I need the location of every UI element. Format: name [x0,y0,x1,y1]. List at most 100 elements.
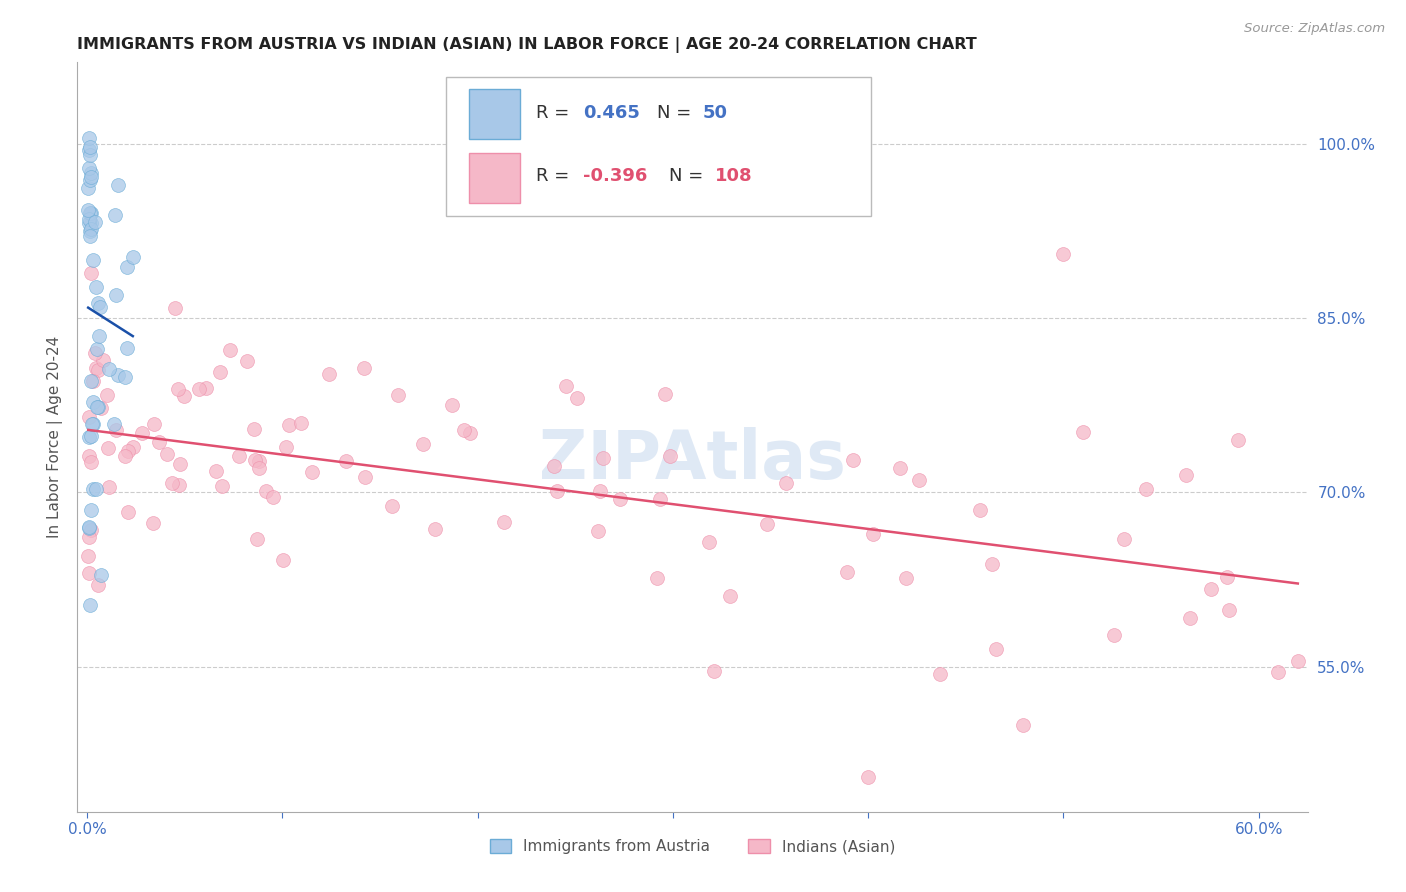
Point [169,458,191,472]
Point [131,425,153,440]
Point [117,443,139,458]
Point [86,400,108,414]
Point [775,475,797,490]
Point [80,266,103,280]
Point [271,553,294,567]
Point [246,532,269,546]
Point [80,205,103,219]
Point [262,490,284,504]
Point [555,379,578,393]
Point [80,429,103,443]
Point [1215,570,1237,584]
Text: ZIPAtlas: ZIPAtlas [538,426,846,492]
Point [143,417,166,431]
Point [82,482,104,496]
Point [77,531,100,545]
Point [494,515,516,529]
Point [842,453,865,467]
Point [1114,532,1136,546]
Text: R =: R = [536,168,575,186]
Point [96,388,118,402]
Point [858,770,880,784]
Point [1199,582,1222,596]
Point [194,381,217,395]
Point [79,169,101,184]
Point [117,505,139,519]
Point [104,208,127,222]
Point [235,353,257,368]
Point [209,365,232,379]
Point [80,417,103,431]
Point [412,437,434,451]
Text: N =: N = [669,168,709,186]
Point [453,423,475,437]
Point [79,148,101,162]
Point [84,215,107,229]
Point [79,224,101,238]
Point [79,221,101,235]
Point [79,216,101,230]
Point [1011,718,1033,732]
Point [1178,611,1201,625]
Point [254,483,277,498]
Point [658,450,681,464]
Point [423,522,446,536]
Point [243,422,266,436]
Point [697,534,720,549]
Point [80,502,103,516]
Point [889,460,911,475]
Point [645,571,668,585]
Point [77,549,100,563]
Text: R =: R = [536,103,575,121]
Point [543,459,565,474]
Point [117,341,139,355]
Point [77,161,100,175]
Point [79,140,101,154]
Point [105,288,128,302]
Point [929,666,952,681]
Text: -0.396: -0.396 [583,168,647,186]
Point [173,389,195,403]
Point [86,295,108,310]
Point [121,440,143,454]
Point [84,361,107,376]
Point [756,517,779,532]
Point [103,417,125,431]
FancyBboxPatch shape [468,89,520,139]
Point [1218,602,1240,616]
Point [278,417,301,432]
Point [77,181,100,195]
Point [219,343,242,357]
Text: 0.465: 0.465 [583,103,640,121]
Point [1071,425,1094,439]
Point [290,417,312,431]
Point [105,424,128,438]
Point [115,260,138,274]
Point [1052,247,1074,261]
Point [107,368,129,383]
Point [318,367,340,381]
Point [211,479,233,493]
Point [156,446,179,460]
Point [1286,654,1309,668]
Point [114,449,136,463]
Point [586,524,609,538]
Point [703,664,725,678]
Point [82,417,104,432]
Point [353,361,375,376]
Point [354,470,377,484]
Point [166,382,188,396]
Point [335,454,357,468]
Point [648,491,671,506]
Point [82,374,104,388]
Point [84,280,107,294]
Point [98,480,121,494]
Y-axis label: In Labor Force | Age 20-24: In Labor Force | Age 20-24 [48,336,63,538]
Point [546,484,568,499]
Point [907,473,929,487]
Point [87,400,110,414]
Point [87,363,110,377]
Point [79,206,101,220]
Point [90,567,112,582]
Point [79,598,101,612]
